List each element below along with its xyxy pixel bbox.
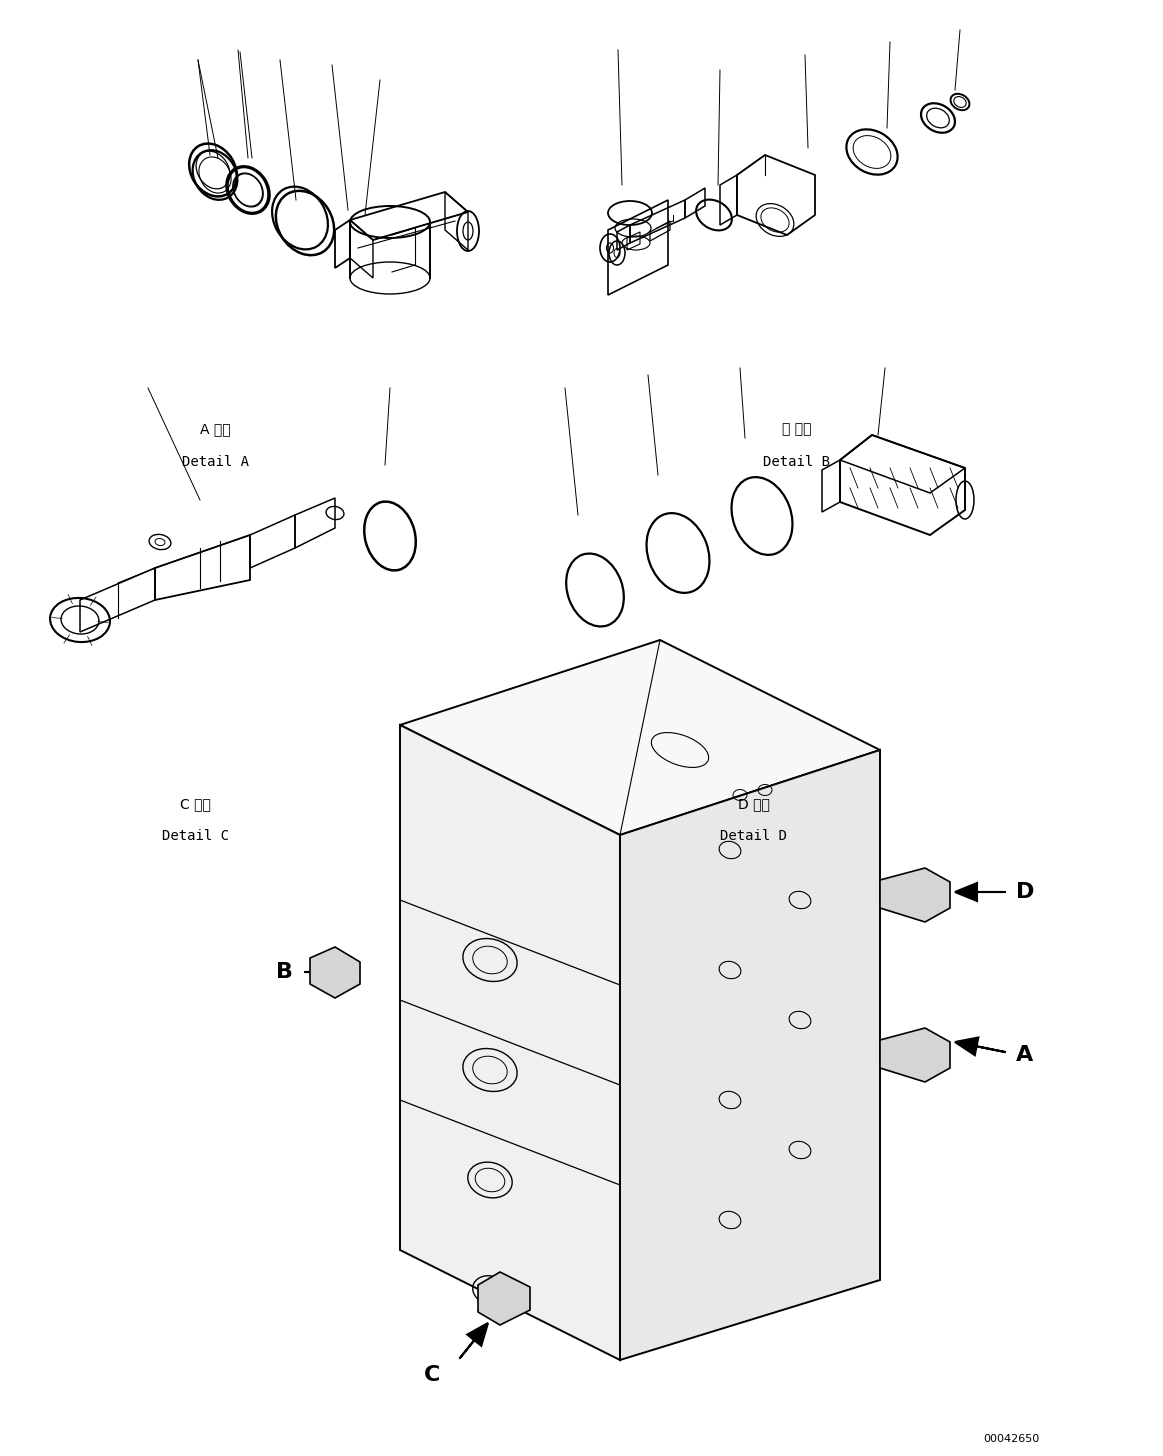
Text: Detail D: Detail D bbox=[720, 828, 787, 843]
Text: 00042650: 00042650 bbox=[984, 1434, 1040, 1443]
Text: A 詳細: A 詳細 bbox=[200, 422, 230, 437]
Text: D: D bbox=[1015, 882, 1034, 903]
Text: D 詳細: D 詳細 bbox=[737, 796, 770, 811]
FancyArrow shape bbox=[955, 1038, 1005, 1056]
Text: C 詳細: C 詳細 bbox=[180, 796, 211, 811]
Polygon shape bbox=[620, 750, 880, 1360]
Text: C: C bbox=[423, 1366, 440, 1385]
Text: Detail A: Detail A bbox=[181, 454, 249, 469]
Polygon shape bbox=[400, 641, 880, 834]
Text: B: B bbox=[277, 962, 293, 981]
Text: Detail B: Detail B bbox=[763, 454, 830, 469]
Polygon shape bbox=[880, 1028, 950, 1082]
FancyArrow shape bbox=[461, 1324, 488, 1358]
Text: Detail C: Detail C bbox=[162, 828, 229, 843]
Text: A: A bbox=[1016, 1045, 1034, 1064]
Polygon shape bbox=[478, 1273, 530, 1325]
Polygon shape bbox=[400, 725, 620, 1360]
Polygon shape bbox=[311, 946, 361, 997]
FancyArrow shape bbox=[955, 882, 1005, 901]
Polygon shape bbox=[880, 868, 950, 922]
FancyArrow shape bbox=[305, 962, 345, 981]
Text: 日 詳細: 日 詳細 bbox=[782, 422, 812, 437]
